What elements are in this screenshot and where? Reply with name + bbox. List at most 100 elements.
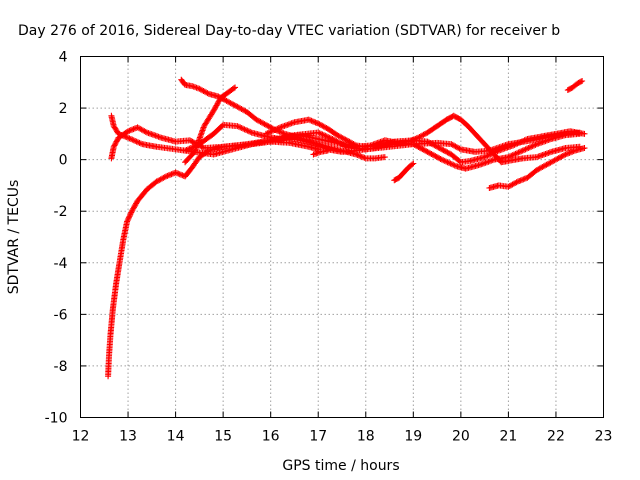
data-point-marker <box>186 137 193 144</box>
data-point-marker <box>137 140 144 147</box>
data-point-marker <box>437 145 444 152</box>
data-point-marker <box>531 142 538 149</box>
data-point-marker <box>267 128 274 135</box>
data-point-marker <box>125 214 132 221</box>
data-point-marker <box>412 142 419 149</box>
data-point-marker <box>320 132 327 139</box>
data-point-marker <box>324 147 331 154</box>
data-point-marker <box>268 128 275 135</box>
data-point-marker <box>360 154 367 161</box>
data-point-marker <box>416 144 423 151</box>
data-point-marker <box>133 200 140 207</box>
y-tick-label: -10 <box>45 411 68 427</box>
data-point-marker <box>518 148 525 155</box>
data-point-marker <box>183 146 190 153</box>
data-point-marker <box>193 142 200 149</box>
data-point-marker <box>443 148 450 155</box>
data-point-marker <box>405 138 412 145</box>
data-point-marker <box>309 118 316 125</box>
data-point-marker <box>445 159 452 166</box>
data-point-marker <box>518 138 525 145</box>
data-point-marker <box>274 125 281 132</box>
data-point-marker <box>122 133 129 140</box>
y-tick-label: -2 <box>54 204 68 220</box>
data-point-marker <box>579 77 586 84</box>
data-point-marker <box>163 173 170 180</box>
data-point-marker <box>428 151 435 158</box>
data-point-marker <box>133 138 140 145</box>
data-point-marker <box>135 139 142 146</box>
data-point-marker <box>434 154 441 161</box>
data-point-marker <box>521 137 528 144</box>
data-point-marker <box>214 101 221 108</box>
data-point-marker <box>211 106 218 113</box>
data-point-marker <box>280 130 287 137</box>
data-point-marker <box>118 131 125 138</box>
data-point-marker <box>522 146 529 153</box>
data-point-marker <box>439 146 446 153</box>
data-point-marker <box>510 142 517 149</box>
data-point-marker <box>319 131 326 138</box>
x-tick-label: 18 <box>357 429 375 445</box>
x-tick-label: 14 <box>167 429 185 445</box>
data-point-marker <box>509 152 516 159</box>
series-track-8 <box>391 160 417 184</box>
data-point-marker <box>189 138 196 145</box>
axis-ticks: 12 13 14 15 16 17 18 19 20 21 22 23 -10 -8 -6 -4 -2 0 2 4 <box>45 50 613 445</box>
data-point-marker <box>494 148 501 155</box>
data-point-marker <box>113 138 120 145</box>
data-point-marker <box>410 160 417 167</box>
data-point-marker <box>184 146 191 153</box>
data-point-marker <box>436 155 443 162</box>
data-point-marker <box>567 149 574 156</box>
data-point-marker <box>444 159 451 166</box>
data-point-marker <box>456 145 463 152</box>
data-point-marker <box>429 151 436 158</box>
data-point-marker <box>311 118 318 125</box>
data-point-marker <box>123 134 130 141</box>
data-point-marker <box>409 136 416 143</box>
data-point-marker <box>265 129 272 136</box>
data-point-marker <box>132 137 139 144</box>
x-tick-label: 12 <box>72 429 90 445</box>
data-point-marker <box>437 155 444 162</box>
x-axis-label: GPS time / hours <box>282 458 399 474</box>
series-track-1 <box>105 138 322 380</box>
data-point-marker <box>443 158 450 165</box>
data-point-marker <box>521 175 528 182</box>
data-point-marker <box>125 134 132 141</box>
data-point-marker <box>219 122 226 129</box>
data-point-marker <box>432 143 439 150</box>
data-point-marker <box>316 130 323 137</box>
data-point-marker <box>516 148 523 155</box>
data-point-marker <box>406 138 413 145</box>
data-point-marker <box>230 85 237 92</box>
data-point-marker <box>529 143 536 150</box>
data-point-marker <box>169 170 176 177</box>
data-point-marker <box>381 154 388 161</box>
data-point-marker <box>115 130 122 137</box>
data-point-marker <box>127 210 134 217</box>
data-point-marker <box>440 157 447 164</box>
data-point-marker <box>351 141 358 148</box>
data-point-marker <box>532 141 539 148</box>
data-point-marker <box>216 97 223 104</box>
data-point-marker <box>313 141 320 148</box>
data-point-marker <box>167 171 174 178</box>
data-point-marker <box>315 129 322 136</box>
data-point-marker <box>119 132 126 139</box>
data-point-marker <box>448 161 455 168</box>
data-point-marker <box>358 153 365 160</box>
y-tick-label: 0 <box>59 153 68 169</box>
x-tick-label: 20 <box>452 429 470 445</box>
data-point-marker <box>317 143 324 150</box>
data-point-marker <box>434 143 441 150</box>
data-point-marker <box>124 218 131 225</box>
series-track-10 <box>564 77 586 94</box>
data-point-marker <box>168 171 175 178</box>
data-point-marker <box>521 146 528 153</box>
y-tick-label: 4 <box>59 50 68 66</box>
data-point-marker <box>413 135 420 142</box>
data-point-marker <box>210 107 217 114</box>
